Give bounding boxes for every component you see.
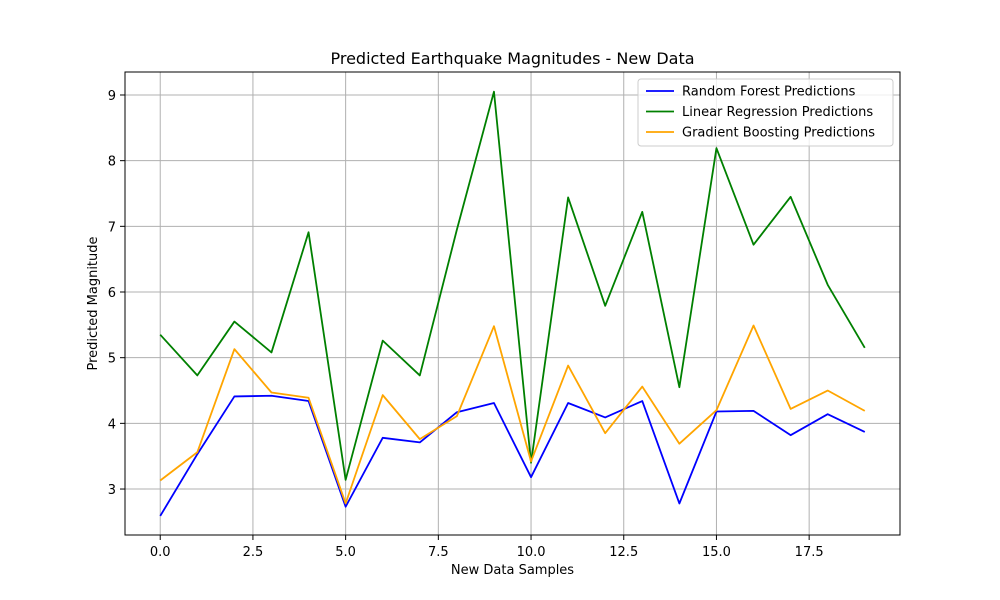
plot-frame <box>124 71 901 536</box>
y-tick-label: 4 <box>108 417 116 432</box>
y-tick-label: 7 <box>108 220 116 235</box>
y-tick-label: 5 <box>108 352 116 367</box>
series-line-0 <box>159 394 866 517</box>
y-tick-label: 9 <box>108 89 116 104</box>
legend-box <box>637 78 894 147</box>
y-tick-label: 8 <box>108 155 116 170</box>
y-axis-label: Predicted Magnitude <box>86 236 101 370</box>
legend-label: Random Forest Predictions <box>682 85 856 100</box>
y-tick-label: 3 <box>108 483 116 498</box>
x-axis-ticks: 0.0 2.5 5.0 7.5 10.0 12.5 15.0 17.5 <box>150 535 824 560</box>
grid <box>125 72 900 535</box>
x-tick-label: 0.0 <box>150 545 171 560</box>
x-tick-label: 10.0 <box>517 545 546 560</box>
x-tick-label: 12.5 <box>609 545 638 560</box>
legend-label: Linear Regression Predictions <box>682 105 873 120</box>
x-tick-label: 15.0 <box>702 545 731 560</box>
legend-label: Gradient Boosting Predictions <box>682 126 875 141</box>
y-axis-ticks: 3 4 5 6 7 8 9 <box>108 89 125 498</box>
series-line-1 <box>159 90 866 481</box>
series-lines <box>159 90 866 517</box>
x-tick-label: 17.5 <box>795 545 824 560</box>
x-tick-label: 2.5 <box>243 545 264 560</box>
series-line-2 <box>159 324 866 505</box>
legend: Random Forest Predictions Linear Regressi… <box>637 78 894 147</box>
x-tick-label: 5.0 <box>335 545 356 560</box>
chart-title: Predicted Earthquake Magnitudes - New Da… <box>330 49 694 68</box>
x-tick-label: 7.5 <box>428 545 449 560</box>
x-axis-label: New Data Samples <box>451 563 574 578</box>
y-tick-label: 6 <box>108 286 116 301</box>
